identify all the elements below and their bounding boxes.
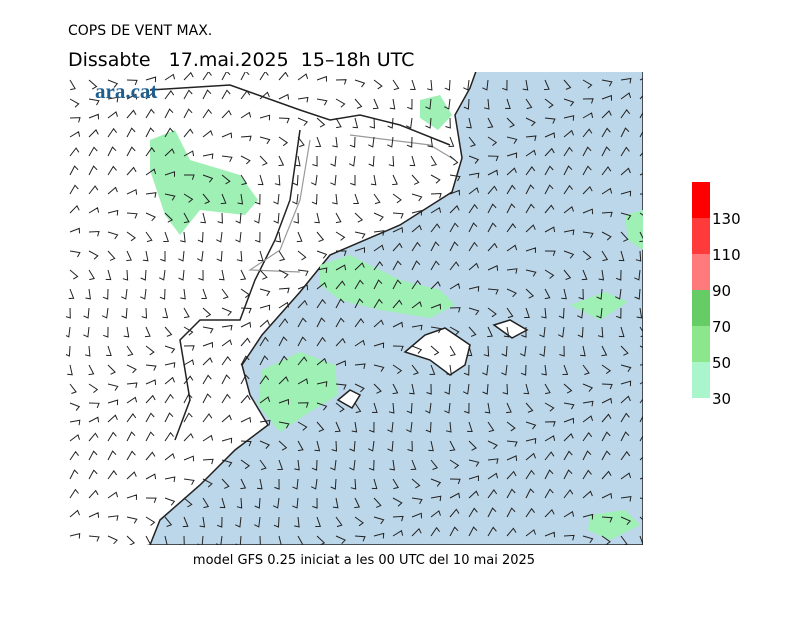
legend-label: 90 — [712, 282, 731, 300]
legend-band — [692, 218, 710, 254]
legend-label: 50 — [712, 354, 731, 372]
wind-patches — [150, 95, 643, 540]
legend-label: 70 — [712, 318, 731, 336]
legend-label: 30 — [712, 390, 731, 408]
legend-band — [692, 182, 710, 218]
legend-band — [692, 326, 710, 362]
legend-label: 130 — [712, 210, 741, 228]
map-area — [66, 72, 643, 545]
barb-field — [66, 72, 643, 545]
subtitle: Dissabte 17.mai.2025 15–18h UTC — [68, 49, 414, 71]
wind-barbs — [66, 72, 643, 545]
title: COPS DE VENT MAX. — [68, 23, 212, 39]
legend-band — [692, 254, 710, 290]
legend: 30 50 70 90 110 130 — [692, 182, 741, 408]
legend-band — [692, 290, 710, 326]
footer: model GFS 0.25 iniciat a les 00 UTC del … — [193, 553, 535, 568]
legend-label: 110 — [712, 246, 741, 264]
legend-band — [692, 362, 710, 398]
logo: ara.cat — [95, 79, 157, 103]
